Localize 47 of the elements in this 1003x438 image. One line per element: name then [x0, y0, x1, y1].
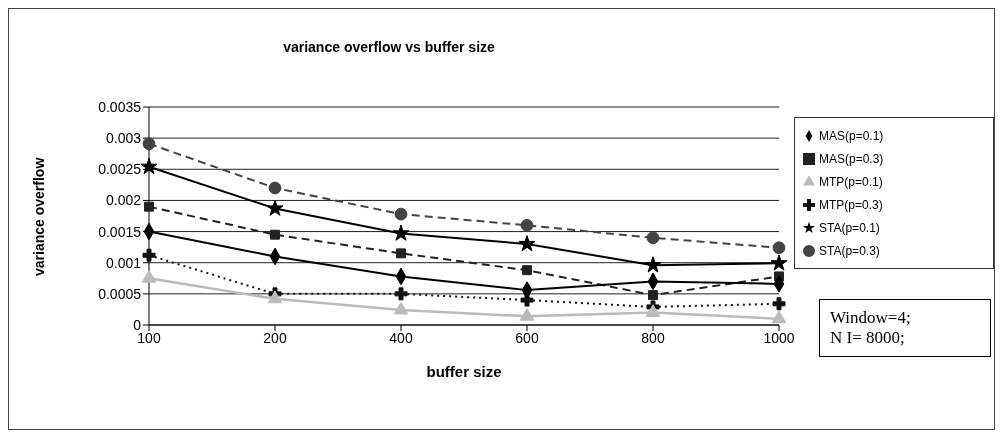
point	[520, 218, 534, 232]
x-tick-label: 200	[263, 329, 287, 346]
y-tick-label: 0.0025	[98, 161, 142, 178]
point	[644, 256, 662, 273]
point	[144, 201, 154, 212]
x-axis-title: buffer size	[426, 363, 502, 380]
point	[394, 287, 408, 301]
point	[522, 265, 532, 276]
point	[141, 269, 157, 283]
point	[268, 181, 282, 195]
y-tick-label: 0.001	[105, 254, 142, 271]
y-tick-label: 0.0005	[98, 285, 142, 302]
legend-label: MAS(p=0.1)	[819, 129, 884, 143]
x-tick-label: 600	[515, 329, 539, 346]
point	[771, 310, 787, 324]
point	[646, 231, 660, 245]
legend-label: STA(p=0.1)	[819, 221, 880, 235]
legend-label: MTP(p=0.3)	[819, 198, 883, 212]
point	[142, 248, 156, 262]
x-tick-label: 400	[389, 329, 413, 346]
point	[770, 254, 788, 271]
y-axis-title: variance overflow	[30, 157, 47, 276]
point	[266, 199, 284, 216]
point	[645, 304, 661, 317]
point	[140, 157, 158, 175]
x-tick-label: 1000	[763, 329, 795, 346]
point	[772, 241, 786, 255]
point	[142, 137, 156, 151]
point	[396, 248, 406, 259]
point	[519, 307, 535, 321]
y-tick-label: 0.002	[105, 192, 142, 209]
y-tick-label: 0.003	[105, 130, 142, 147]
y-tick-label: 0.0035	[98, 98, 142, 115]
point	[392, 224, 410, 241]
text: Window=4; N I= 8000;	[819, 299, 991, 357]
x-tick-label: 800	[641, 329, 665, 346]
point	[394, 207, 408, 221]
legend-label: MAS(p=0.3)	[819, 152, 884, 166]
legend-label: STA(p=0.3)	[819, 244, 880, 258]
point	[648, 290, 658, 301]
legend-label: MTP(p=0.1)	[819, 175, 883, 189]
point	[393, 301, 409, 315]
y-tick-label: 0.0015	[98, 223, 142, 240]
chart-title: variance overflow vs buffer size	[282, 39, 496, 55]
point	[518, 235, 536, 252]
point	[772, 297, 786, 311]
point	[270, 229, 280, 240]
